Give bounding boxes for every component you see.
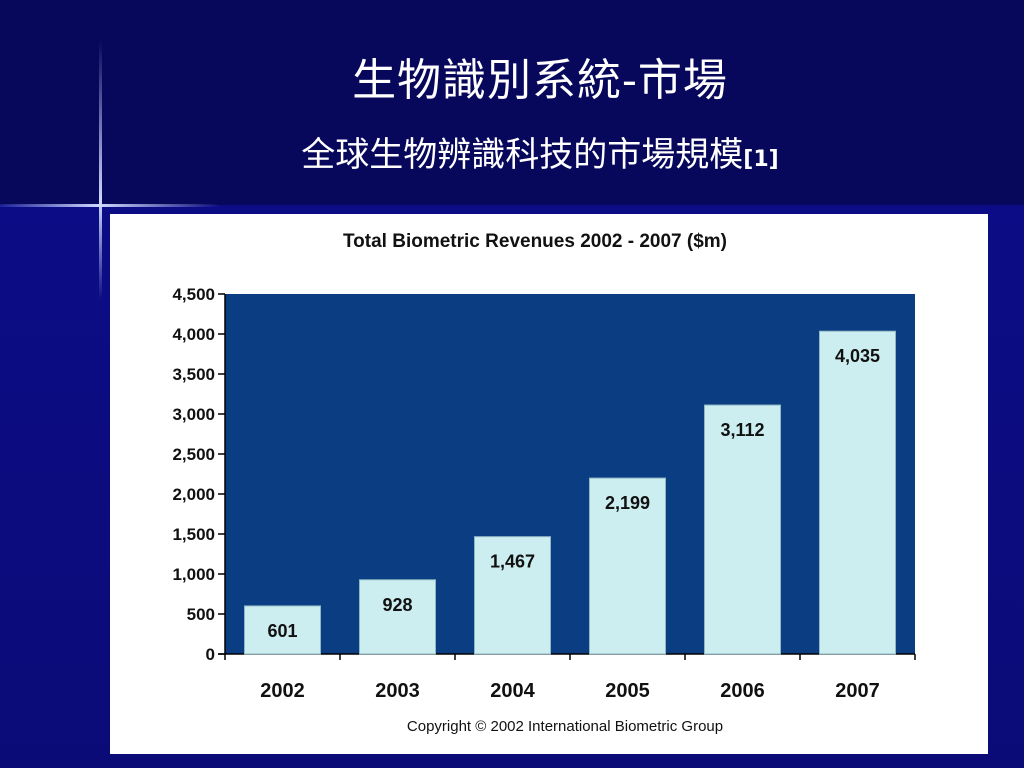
bar-value-label: 601: [267, 621, 297, 641]
x-tick-label: 2006: [720, 680, 765, 702]
bar-2004: [474, 536, 551, 655]
bar-value-label: 1,467: [490, 552, 535, 572]
x-tick-label: 2002: [260, 680, 305, 702]
y-axis-ticks: 0 500 1,000 1,500 2,000 2,500 3,000 3,500 4,000 4…: [172, 285, 225, 664]
x-tick-label: 2003: [375, 680, 420, 702]
bar-2007: [819, 330, 896, 655]
decorative-horizontal-line: [0, 204, 220, 207]
bar-2006: [704, 404, 781, 655]
bar-value-label: 928: [382, 595, 412, 615]
x-axis-ticks: 2002 2003 2004 2005 2006 2007: [224, 654, 916, 702]
slide-subtitle-text: 全球生物辨識科技的市場規模: [301, 135, 744, 175]
y-tick-label: 1,500: [172, 525, 215, 544]
bar-2002: [244, 605, 321, 655]
plot-area: [225, 294, 915, 654]
x-tick-label: 2007: [835, 680, 880, 702]
y-tick-label: 1,000: [172, 565, 215, 584]
bar-2003: [359, 579, 436, 655]
bars: 601 928 1,467 2,199 3,112 4,035: [244, 330, 896, 655]
bar-value-label: 4,035: [835, 346, 880, 366]
bar-value-label: 2,199: [605, 493, 650, 513]
bar-2005: [589, 477, 666, 655]
bar-value-label: 3,112: [720, 420, 764, 440]
y-tick-label: 2,500: [172, 445, 215, 464]
y-tick-label: 3,000: [172, 405, 215, 424]
y-tick-label: 4,000: [172, 325, 215, 344]
chart-footer: Copyright © 2002 International Biometric…: [407, 718, 723, 735]
bar-chart: Total Biometric Revenues 2002 - 2007 ($m…: [172, 231, 916, 735]
x-tick-label: 2004: [490, 680, 535, 702]
y-tick-label: 3,500: [172, 365, 215, 384]
slide-subtitle: 全球生物辨識科技的市場規模[1]: [0, 134, 1024, 181]
chart-panel: Total Biometric Revenues 2002 - 2007 ($m…: [110, 214, 988, 754]
chart-title: Total Biometric Revenues 2002 - 2007 ($m…: [343, 231, 727, 252]
y-tick-label: 0: [206, 645, 215, 664]
y-tick-label: 500: [187, 605, 215, 624]
y-tick-label: 2,000: [172, 485, 215, 504]
x-tick-label: 2005: [605, 680, 650, 702]
slide-title: 生物識別系統-市場: [352, 55, 728, 106]
decorative-vertical-line: [99, 40, 102, 300]
subtitle-reference: [1]: [743, 147, 779, 172]
y-tick-label: 4,500: [172, 285, 215, 304]
slide-header-background: [0, 0, 1024, 205]
